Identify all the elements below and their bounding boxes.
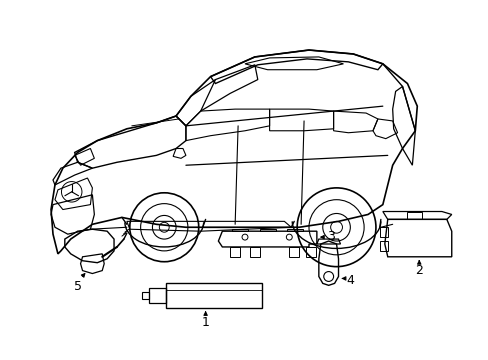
Text: 5: 5 bbox=[74, 280, 81, 293]
Text: 2: 2 bbox=[414, 264, 422, 277]
Text: 1: 1 bbox=[201, 316, 209, 329]
Text: 4: 4 bbox=[346, 274, 353, 287]
Text: 3: 3 bbox=[326, 230, 334, 243]
